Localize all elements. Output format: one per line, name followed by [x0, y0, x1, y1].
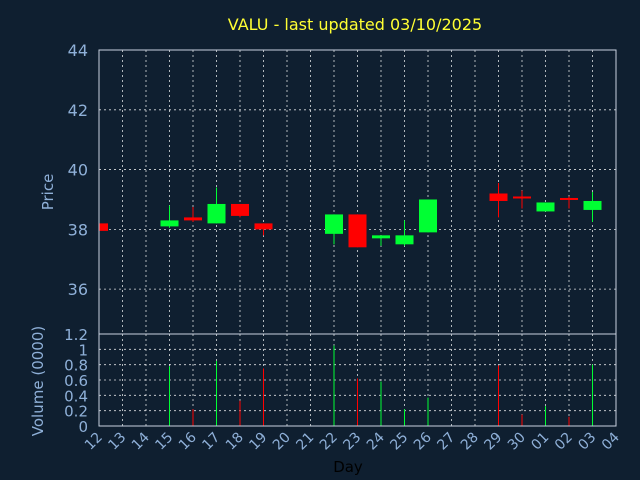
price-tick-label: 44	[68, 41, 88, 60]
volume-tick-label: 1.2	[64, 326, 88, 344]
x-tick-label: 19	[246, 430, 270, 454]
x-tick-label: 02	[552, 430, 576, 454]
volume-panel-frame	[98, 333, 617, 427]
volume-tick-label: 0.4	[64, 387, 88, 405]
x-tick-label: 25	[387, 430, 411, 454]
candle-body	[419, 199, 437, 233]
x-tick-label: 30	[505, 430, 529, 454]
candle-body	[254, 223, 273, 230]
candle-body	[160, 220, 179, 227]
candle-body	[560, 197, 578, 200]
volume-tick-label: 0.8	[64, 357, 88, 375]
x-tick-label: 26	[411, 429, 435, 453]
chart-title: VALU - last updated 03/10/2025	[228, 15, 482, 34]
x-tick-label: 29	[481, 430, 505, 454]
x-tick-label: 15	[152, 430, 176, 454]
price-tick-label: 36	[68, 280, 88, 299]
candle-body	[372, 235, 390, 239]
volume-tick-label: 0.6	[64, 372, 88, 390]
price-axis-label: Price	[39, 174, 57, 211]
candle-body	[489, 193, 508, 201]
price-tick-label: 38	[68, 220, 88, 239]
x-tick-label: 24	[364, 429, 388, 453]
tick-labels: 12 13 14 15 16 17 18 19 20 21 22 23 24 25 26 27 28 29 30 01…	[64, 41, 623, 453]
candle-body	[395, 235, 414, 245]
x-tick-label: 20	[270, 430, 294, 454]
candle-body	[536, 202, 555, 212]
x-tick-label: 01	[528, 430, 552, 454]
volume-axis-label: Volume (0000)	[29, 326, 47, 436]
x-axis-label: Day	[333, 458, 363, 476]
candle-body	[325, 214, 343, 234]
candle-body	[513, 196, 531, 199]
x-tick-label: 21	[293, 430, 317, 454]
x-tick-label: 27	[434, 430, 458, 454]
candle-body	[348, 214, 367, 248]
price-tick-label: 42	[68, 101, 88, 120]
candle-body	[207, 203, 226, 224]
volume-tick-label: 1	[78, 341, 88, 359]
x-tick-label: 16	[176, 429, 200, 453]
x-tick-label: 04	[599, 429, 623, 453]
x-tick-label: 17	[199, 430, 223, 454]
candle-body	[583, 200, 602, 210]
x-tick-label: 22	[317, 430, 341, 454]
x-tick-label: 03	[575, 430, 599, 454]
volume-tick-label: 0	[78, 418, 88, 436]
volume-bars	[98, 345, 593, 426]
x-tick-label: 23	[340, 430, 364, 454]
price-candles	[99, 183, 602, 248]
x-tick-label: 13	[105, 430, 129, 454]
x-tick-label: 14	[129, 429, 153, 453]
gridlines	[99, 50, 616, 426]
x-tick-label: 28	[458, 430, 482, 454]
candle-body	[184, 217, 202, 221]
x-tick-label: 18	[223, 430, 247, 454]
price-tick-label: 40	[68, 161, 88, 180]
candle-body	[231, 203, 249, 216]
volume-tick-label: 0.2	[64, 403, 88, 421]
candle-body	[99, 223, 108, 231]
